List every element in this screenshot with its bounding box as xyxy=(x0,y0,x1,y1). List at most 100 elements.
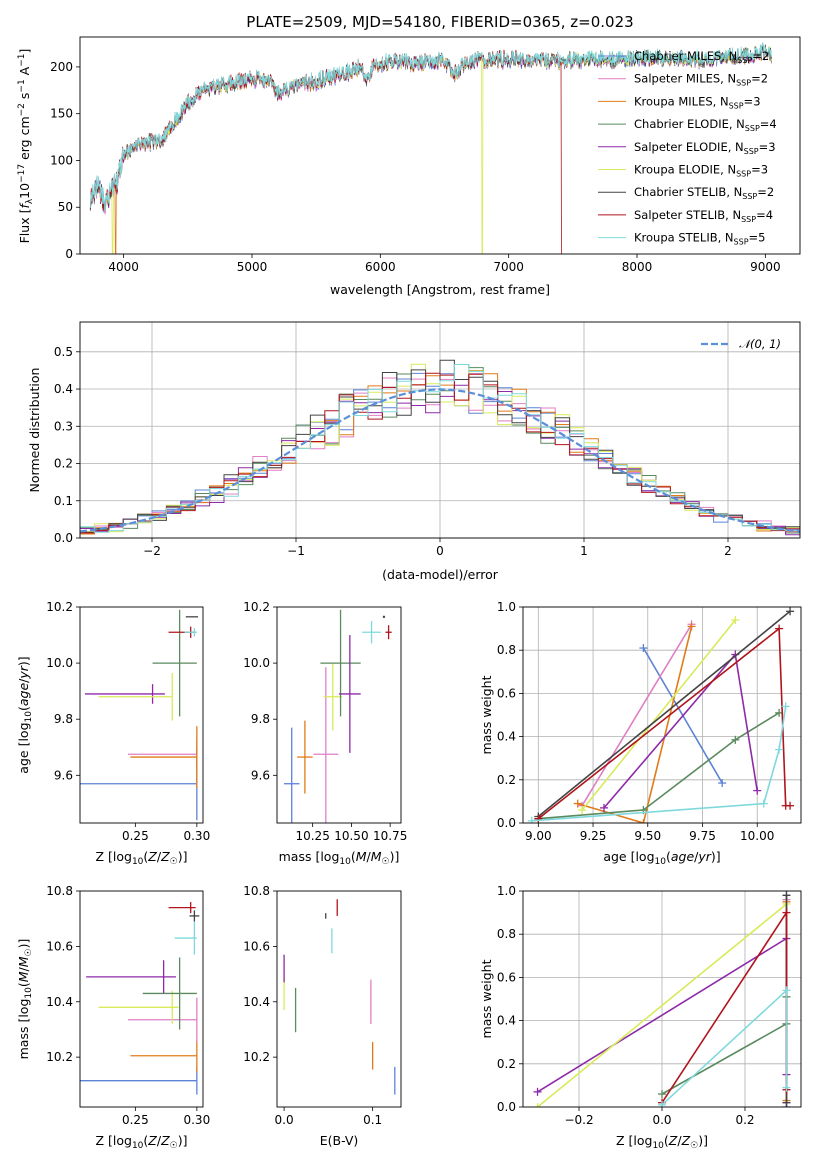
y-tick-label: 9.8 xyxy=(251,712,270,726)
histogram-step xyxy=(80,372,800,536)
x-tick-label: 10.00 xyxy=(740,829,774,843)
residuals-axes: −2 −1 0 1 2 0.0 0.1 0.2 0.3 0.4 0.5 xyxy=(54,322,800,558)
errorbar-point xyxy=(130,1039,198,1073)
errorbar-point xyxy=(127,997,198,1042)
errorbar-point xyxy=(385,625,392,640)
legend-entry: Salpeter STELIB, NSSP=4 xyxy=(634,208,773,224)
weight-line xyxy=(581,623,693,807)
weight-marker xyxy=(658,1100,666,1107)
x-tick-label: −0.2 xyxy=(564,1113,593,1127)
y-tick-label: 0.6 xyxy=(497,686,516,700)
clip-weight-vs-Z-plot xyxy=(533,891,791,1107)
y-tick-label: 10.6 xyxy=(243,939,270,953)
x-tick-label: 1 xyxy=(580,544,588,558)
y-tick-label: 100 xyxy=(50,153,73,167)
weight-vs-Z-axes: −0.2 0.0 0.2 0.0 0.2 0.4 0.6 0.8 1.0 xyxy=(497,884,801,1127)
x-tick-label: 0.30 xyxy=(183,1113,210,1127)
weight-marker xyxy=(775,745,784,754)
mass-vs-Z-axes: 0.25 0.30 10.2 10.4 10.6 10.8 xyxy=(46,884,210,1127)
clip-hist-plot xyxy=(80,359,800,537)
x-axis-label: Z [log10(Z/Z☉)] xyxy=(95,849,187,867)
x-axis-label: age [log10(age/yr)] xyxy=(603,849,720,867)
x-tick-label: 0 xyxy=(436,544,444,558)
data-point xyxy=(382,615,386,619)
errorbar-point xyxy=(297,720,313,794)
weight-marker xyxy=(782,1083,791,1092)
errorbar-point xyxy=(362,621,381,644)
axes-frame xyxy=(276,606,402,824)
legend-entry: Chabrier STELIB, NSSP=2 xyxy=(634,185,774,201)
y-tick-label: 50 xyxy=(58,200,73,214)
clip-mass-vs-Z-plot xyxy=(80,902,200,1095)
weight-marker xyxy=(753,786,762,795)
weight-marker xyxy=(639,819,648,823)
errorbar-point xyxy=(323,663,343,731)
y-tick-label: 9.6 xyxy=(54,768,73,782)
errorbar-point xyxy=(98,672,173,721)
weight-line xyxy=(538,712,780,820)
weight-marker xyxy=(759,799,768,808)
weight-line xyxy=(531,706,787,822)
errorbar-point xyxy=(382,615,386,619)
spectrum-line xyxy=(89,42,772,211)
weight-line xyxy=(661,996,788,1095)
y-tick-label: 10.6 xyxy=(46,939,73,953)
errorbar-point xyxy=(313,667,339,823)
x-tick-label: 10.25 xyxy=(295,829,329,843)
x-axis-label: wavelength [Angstrom, rest frame] xyxy=(330,282,550,297)
x-tick-label: 10.75 xyxy=(373,829,407,843)
errorbar-point xyxy=(184,628,197,637)
axes-frame xyxy=(276,890,402,1108)
y-axis-label: Normed distribution xyxy=(27,368,42,493)
clip-age-vs-mass-plot xyxy=(283,609,392,823)
errorbar-point xyxy=(86,960,176,994)
weight-marker xyxy=(781,702,790,711)
x-tick-label: 9.25 xyxy=(580,829,607,843)
weight-marker xyxy=(534,814,543,823)
axes-frame xyxy=(79,606,204,824)
weight-line xyxy=(581,619,736,811)
x-axis-label: (data-model)/error xyxy=(382,567,499,582)
x-axis-label: E(B-V) xyxy=(320,1133,359,1148)
y-tick-label: 150 xyxy=(50,107,73,121)
weight-marker xyxy=(573,799,582,808)
y-axis-label: mass weight xyxy=(479,959,494,1038)
errorbar-point xyxy=(189,910,200,922)
y-axis-label: Flux [fλ10−17 erg cm−2 s−1 A−1] xyxy=(17,49,35,244)
legend-entry: Chabrier MILES, NSSP=2 xyxy=(634,49,769,65)
x-tick-label: 0.0 xyxy=(652,1113,671,1127)
y-tick-label: 10.8 xyxy=(46,884,73,898)
histogram-step xyxy=(80,364,800,537)
errorbar-point xyxy=(174,921,197,955)
y-axis-label: mass weight xyxy=(479,675,494,754)
y-tick-label: 0.1 xyxy=(54,494,73,508)
x-tick-label: 0.25 xyxy=(122,829,149,843)
x-tick-label: 0.25 xyxy=(122,1113,149,1127)
y-tick-label: 1.0 xyxy=(497,884,516,898)
y-tick-label: 0.8 xyxy=(497,643,516,657)
axes-frame xyxy=(522,890,802,1108)
axes-frame xyxy=(79,321,801,539)
y-tick-label: 0.3 xyxy=(54,419,73,433)
y-tick-label: 10.2 xyxy=(243,1050,270,1064)
weight-marker xyxy=(527,816,536,823)
y-tick-label: 0.0 xyxy=(54,531,73,545)
errorbar-point xyxy=(152,609,197,717)
weight-marker xyxy=(782,908,791,917)
x-tick-label: 9000 xyxy=(750,260,781,274)
weight-line xyxy=(537,626,791,820)
axes-frame xyxy=(79,890,204,1108)
y-tick-label: 0.2 xyxy=(54,457,73,471)
errorbar-point xyxy=(127,737,198,772)
clip-age-vs-Z-plot xyxy=(80,609,199,821)
errorbar-point xyxy=(84,684,165,704)
x-tick-label: 6000 xyxy=(365,260,396,274)
legend-entry: Kroupa ELODIE, NSSP=3 xyxy=(634,163,768,179)
y-tick-label: 0.0 xyxy=(497,816,516,830)
y-tick-label: 10.0 xyxy=(243,656,270,670)
axes-frame xyxy=(522,606,802,824)
spectrum-axes: 4000 5000 6000 7000 8000 9000 0 50 100 150 200 xyxy=(50,60,781,274)
weight-marker xyxy=(639,644,648,653)
y-tick-label: 10.0 xyxy=(46,656,73,670)
weight-marker xyxy=(718,779,727,788)
